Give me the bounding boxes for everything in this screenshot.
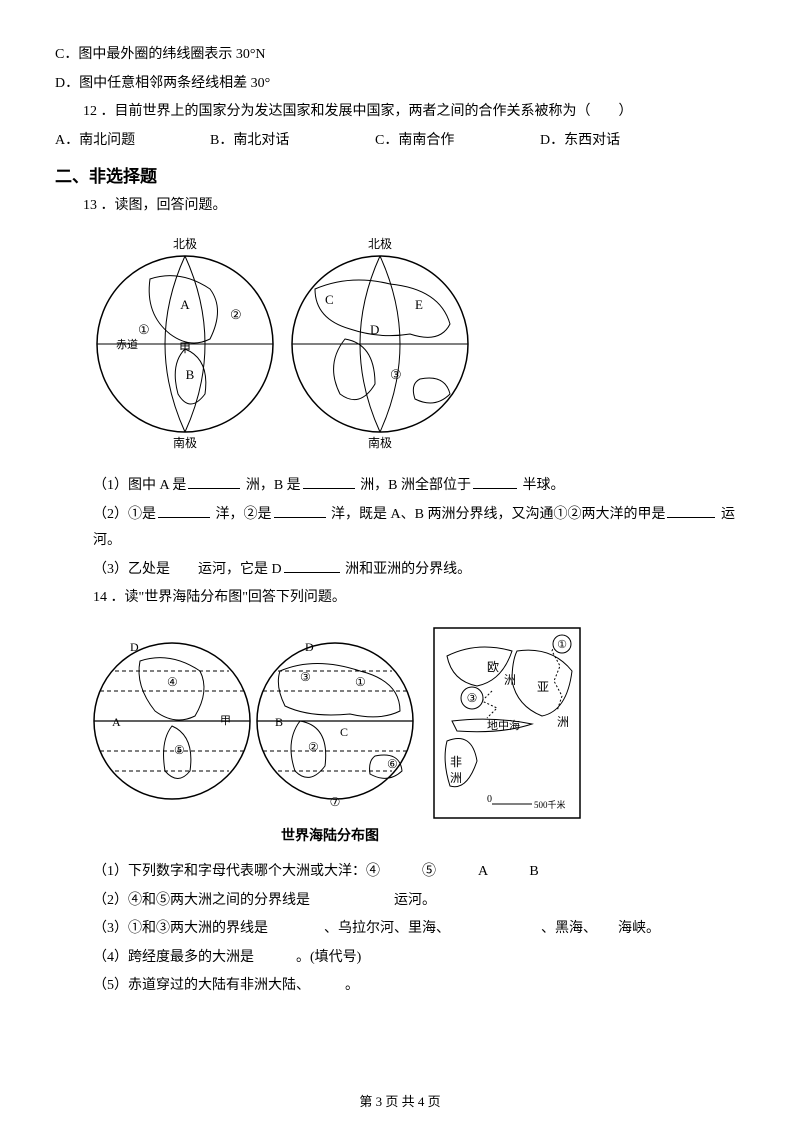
option-d: D．图中任意相邻两条经线相差 30° [55, 71, 745, 98]
lbl-D: D [370, 322, 379, 337]
t: 洋，②是 [216, 507, 272, 522]
t: 洲，B 洲全部位于 [360, 478, 471, 493]
q14-figure: D A ④ ⑤ 甲 D ① ③ ② B [90, 626, 745, 845]
t: （2）①是 [93, 507, 156, 522]
q14-p5: （5）赤道穿过的大陆有非洲大陆、 。 [55, 973, 745, 1000]
q14-caption: 世界海陆分布图 [90, 825, 570, 845]
t: 洲和亚洲的分界线。 [345, 562, 471, 577]
lbl-eu1: 欧 [487, 660, 499, 674]
option-c: C．图中最外圈的纬线圈表示 30°N [55, 42, 745, 69]
lbl-Dr: D [305, 640, 314, 654]
q14-p3: （3）①和③两大洲的界线是 、乌拉尔河、里海、 、黑海、 海峡。 [55, 916, 745, 943]
label-eq: 赤道 [116, 337, 138, 351]
scale-500: 500千米 [534, 799, 566, 810]
lbl-c1: ① [138, 322, 150, 337]
t: 洲，B 是 [246, 478, 301, 493]
lbl-7: ⑦ [330, 795, 341, 809]
blank [158, 503, 210, 518]
label-north-r: 北极 [368, 237, 392, 251]
t: （3）乙处是 运河，它是 D [93, 562, 282, 577]
q14-stem: 14 ．读"世界海陆分布图"回答下列问题。 [55, 585, 745, 612]
hemisphere-east: 北极 C D E ③ 南极 [292, 237, 468, 450]
q14-p4: （4）跨经度最多的大洲是 。(填代号) [55, 945, 745, 972]
lbl-r3: ③ [467, 691, 478, 705]
lbl-c2: ② [230, 307, 242, 322]
lbl-eu2: 洲 [504, 673, 516, 687]
lbl-as1: 亚 [537, 680, 549, 694]
blank [284, 558, 340, 573]
lbl-jia: 甲 [179, 341, 191, 355]
lbl-A: A [180, 297, 190, 312]
lbl-B: B [275, 715, 283, 729]
lbl-r1: ① [557, 639, 567, 651]
lbl-4: ④ [167, 675, 178, 689]
lbl-jia2: 甲 [220, 715, 231, 727]
lbl-med: 地中海 [487, 718, 520, 732]
q12-stem: 12 ．目前世界上的国家分为发达国家和发展中国家，两者之间的合作关系被称为（ ） [55, 99, 745, 126]
t: 半球。 [523, 478, 565, 493]
q12-d: D．东西对话 [540, 128, 700, 155]
lbl-3: ③ [300, 670, 311, 684]
lbl-E: E [415, 297, 423, 312]
lbl-D: D [130, 640, 139, 654]
lbl-6: ⑥ [387, 757, 398, 771]
q13-p2: （2）①是 洋，②是 洋，既是 A、B 两洲分界线，又沟通①②两大洋的甲是 运河… [55, 502, 745, 555]
q14-inset-map: ① ③ 欧 洲 亚 洲 非 洲 地中海 0 500千米 [432, 626, 582, 821]
q14-hemispheres: D A ④ ⑤ 甲 D ① ③ ② B [90, 626, 420, 821]
blank [473, 474, 517, 489]
scale-0: 0 [487, 794, 492, 805]
label-south-r: 南极 [368, 435, 392, 450]
lbl-1: ① [355, 675, 366, 689]
q13-stem: 13 ．读图，回答问题。 [55, 193, 745, 220]
blank [667, 503, 715, 518]
q12-a: A．南北问题 [55, 128, 210, 155]
section-2-heading: 二、非选择题 [55, 162, 745, 187]
lbl-c3: ③ [390, 367, 402, 382]
blank [303, 474, 355, 489]
lbl-B: B [186, 367, 195, 382]
t: （1）图中 A 是 [93, 478, 186, 493]
q12-b: B．南北对话 [210, 128, 375, 155]
label-north: 北极 [173, 237, 197, 251]
q13-p3: （3）乙处是 运河，它是 D 洲和亚洲的分界线。 [55, 557, 745, 584]
hemisphere-west: 北极 赤道 A B ① ② 甲 南极 [97, 237, 273, 450]
page-footer: 第 3 页 共 4 页 [0, 1091, 800, 1110]
lbl-A: A [112, 715, 121, 729]
label-south: 南极 [173, 435, 197, 450]
lbl-C: C [325, 292, 334, 307]
lbl-as2: 洲 [557, 715, 569, 729]
q13-p1: （1）图中 A 是 洲，B 是 洲，B 洲全部位于 半球。 [55, 473, 745, 500]
lbl-C: C [340, 725, 348, 739]
q12-c: C．南南合作 [375, 128, 540, 155]
q14-p1: （1）下列数字和字母代表哪个大洲或大洋：④ ⑤ A B [55, 859, 745, 886]
blank [274, 503, 326, 518]
lbl-2: ② [308, 740, 319, 754]
lbl-5: ⑤ [174, 743, 185, 757]
q14-p2: （2）④和⑤两大洲之间的分界线是 运河。 [55, 888, 745, 915]
lbl-af2: 洲 [450, 771, 462, 785]
lbl-af1: 非 [450, 755, 462, 769]
t: 洋，既是 A、B 两洲分界线，又沟通①②两大洋的甲是 [331, 507, 665, 522]
q12-options: A．南北问题 B．南北对话 C．南南合作 D．东西对话 [55, 128, 745, 155]
q13-figure: 北极 赤道 A B ① ② 甲 南极 北极 [90, 234, 745, 459]
blank [188, 474, 240, 489]
